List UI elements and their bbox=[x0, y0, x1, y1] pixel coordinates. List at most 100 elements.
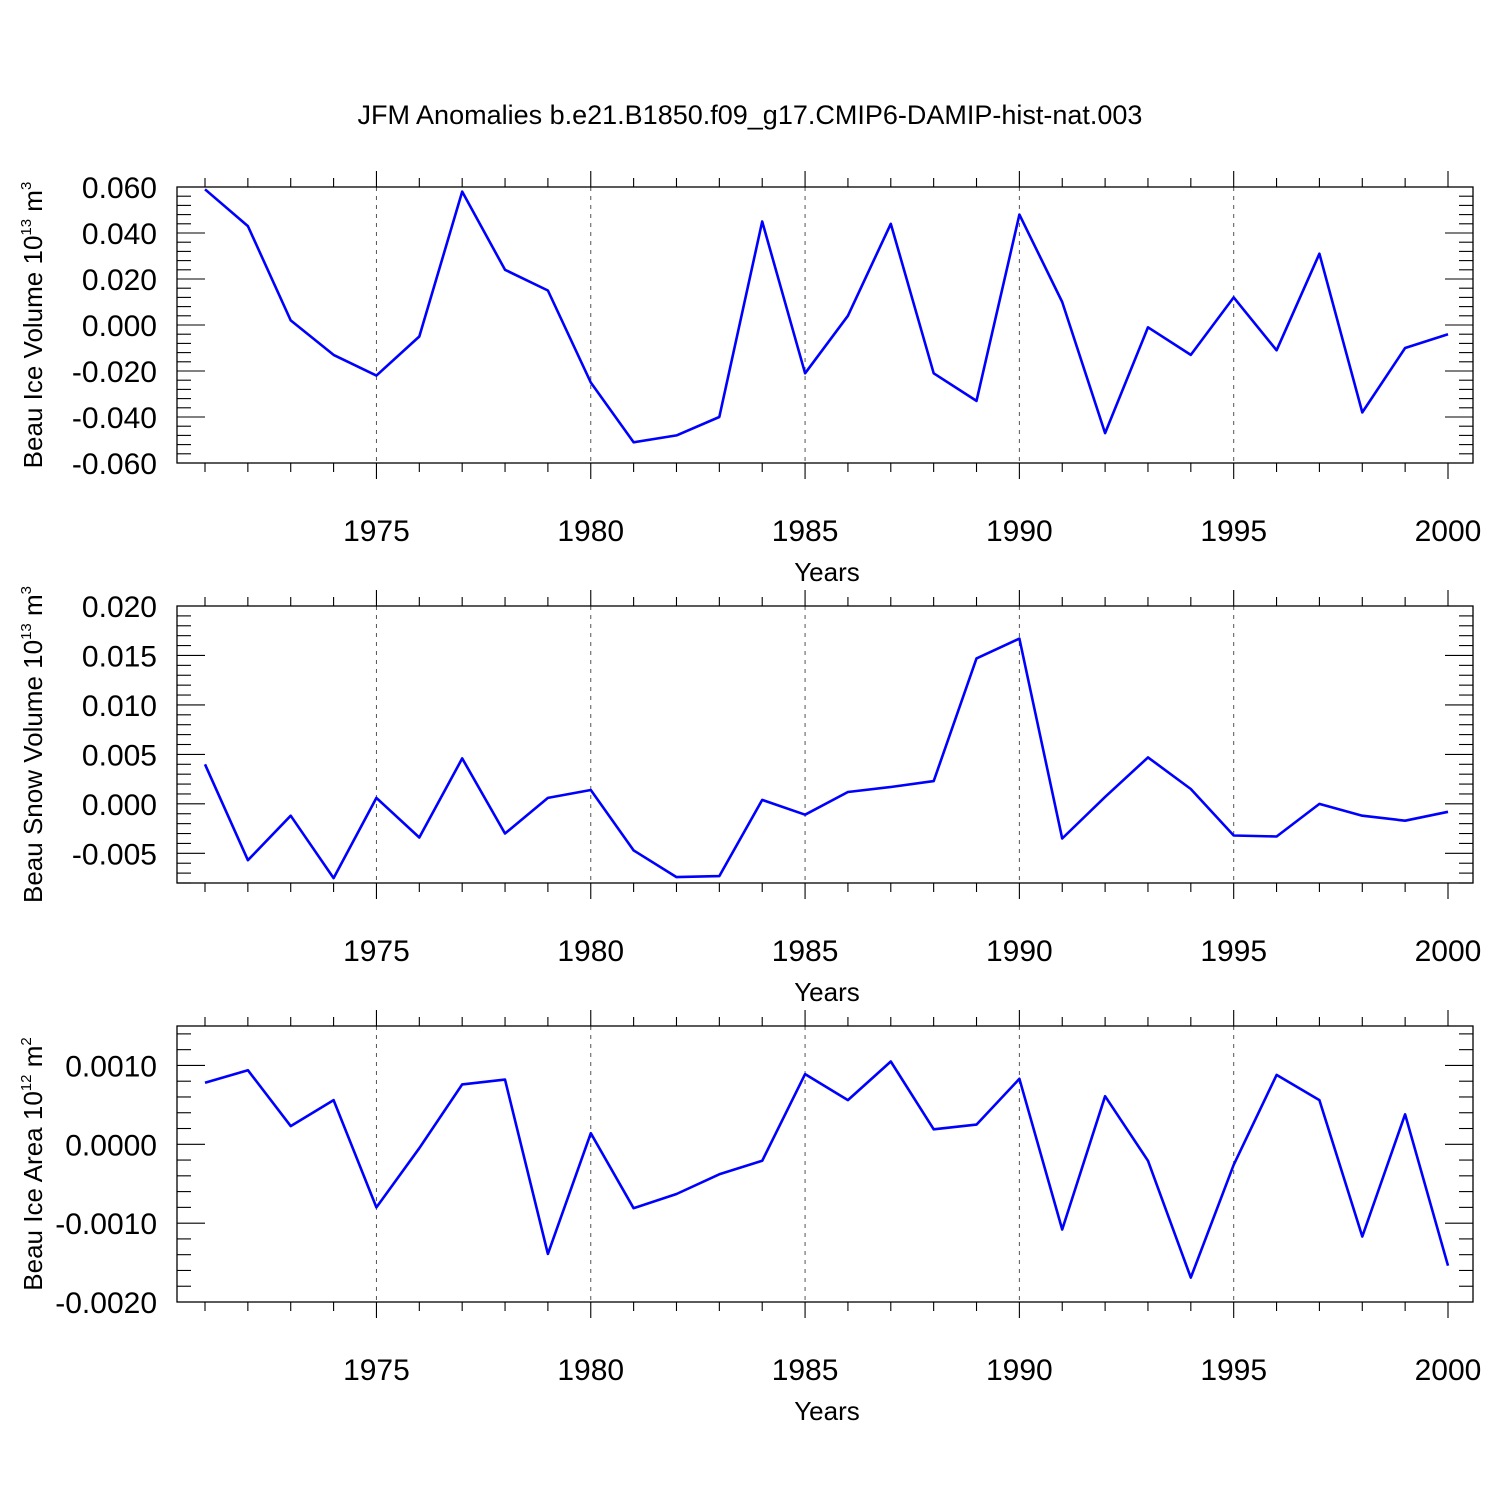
y-axis-label-main: Beau Snow Volume 10 bbox=[18, 640, 48, 903]
data-point-1995 bbox=[1232, 1163, 1236, 1167]
data-point-1990 bbox=[1017, 637, 1021, 641]
data-point-1988 bbox=[932, 371, 936, 375]
data-point-1994 bbox=[1189, 787, 1193, 791]
x-tick-label: 1985 bbox=[772, 1354, 839, 1387]
data-point-1987 bbox=[889, 785, 893, 789]
data-point-1972 bbox=[246, 1068, 250, 1072]
data-point-1981 bbox=[632, 848, 636, 852]
data-point-1973 bbox=[289, 814, 293, 818]
figure-title: JFM Anomalies b.e21.B1850.f09_g17.CMIP6-… bbox=[358, 100, 1143, 130]
data-point-1996 bbox=[1275, 348, 1279, 352]
x-tick-label: 1990 bbox=[986, 515, 1053, 548]
x-tick-label: 1995 bbox=[1200, 935, 1267, 968]
data-point-1977 bbox=[460, 190, 464, 194]
x-tick-label: 1985 bbox=[772, 935, 839, 968]
y-axis-label-exponent: 12 bbox=[18, 1075, 35, 1092]
y-axis-label-exponent: 13 bbox=[18, 623, 35, 640]
data-point-1971 bbox=[203, 187, 207, 191]
y-axis-label-unit: m bbox=[18, 190, 48, 219]
y-tick-label: 0.020 bbox=[82, 591, 157, 624]
data-point-1985 bbox=[803, 1072, 807, 1076]
data-point-1996 bbox=[1275, 1073, 1279, 1077]
data-point-1983 bbox=[717, 874, 721, 878]
data-point-1980 bbox=[589, 1131, 593, 1135]
data-point-1991 bbox=[1060, 1227, 1064, 1231]
data-point-1989 bbox=[975, 1123, 979, 1127]
data-point-1985 bbox=[803, 813, 807, 817]
data-point-1975 bbox=[374, 374, 378, 378]
data-point-1979 bbox=[546, 289, 550, 293]
data-point-1987 bbox=[889, 1059, 893, 1063]
y-axis-label-main: Beau Ice Volume 10 bbox=[18, 236, 48, 469]
data-point-1988 bbox=[932, 1127, 936, 1131]
data-point-1994 bbox=[1189, 1276, 1193, 1280]
data-point-1986 bbox=[846, 790, 850, 794]
data-point-1984 bbox=[760, 798, 764, 802]
data-point-1990 bbox=[1017, 213, 1021, 217]
y-tick-label: 0.000 bbox=[82, 789, 157, 822]
data-point-1994 bbox=[1189, 353, 1193, 357]
x-tick-label: 1975 bbox=[343, 515, 410, 548]
data-point-1992 bbox=[1103, 431, 1107, 435]
plot-frame bbox=[176, 1025, 1474, 1303]
data-point-1982 bbox=[674, 1192, 678, 1196]
y-tick-label: 0.040 bbox=[82, 218, 157, 251]
y-tick-label: 0.010 bbox=[82, 690, 157, 723]
data-point-1978 bbox=[503, 268, 507, 272]
plot-frame bbox=[176, 605, 1474, 884]
data-point-1980 bbox=[589, 788, 593, 792]
data-point-1975 bbox=[374, 1205, 378, 1209]
data-point-1975 bbox=[374, 796, 378, 800]
x-tick-label: 1975 bbox=[343, 1354, 410, 1387]
y-axis-label-unit-exponent: 3 bbox=[18, 586, 35, 594]
data-point-1986 bbox=[846, 314, 850, 318]
chart-panel-2: 1975 1980 1985 1990 1995 2000 Years -0.005 0.000… bbox=[18, 586, 1481, 1007]
data-point-1985 bbox=[803, 371, 807, 375]
data-point-1998 bbox=[1360, 1235, 1364, 1239]
data-point-1973 bbox=[289, 1124, 293, 1128]
plot-frame bbox=[176, 186, 1474, 464]
data-point-1979 bbox=[546, 1252, 550, 1256]
y-tick-label: 0.005 bbox=[82, 739, 157, 772]
data-point-1995 bbox=[1232, 834, 1236, 838]
data-point-1983 bbox=[717, 1172, 721, 1176]
x-axis-label: Years bbox=[794, 1396, 860, 1426]
data-point-1988 bbox=[932, 779, 936, 783]
data-point-1974 bbox=[332, 1098, 336, 1102]
x-tick-label: 1990 bbox=[986, 1354, 1053, 1387]
data-point-1977 bbox=[460, 1082, 464, 1086]
x-tick-label: 2000 bbox=[1415, 935, 1482, 968]
x-tick-label: 1990 bbox=[986, 935, 1053, 968]
data-point-1991 bbox=[1060, 300, 1064, 304]
y-tick-label: -0.060 bbox=[72, 448, 157, 481]
data-point-1993 bbox=[1146, 1159, 1150, 1163]
data-point-1972 bbox=[246, 858, 250, 862]
data-point-1980 bbox=[589, 381, 593, 385]
x-tick-label: 2000 bbox=[1415, 515, 1482, 548]
series-line bbox=[203, 637, 1449, 880]
data-point-1997 bbox=[1317, 252, 1321, 256]
data-point-2000 bbox=[1446, 332, 1450, 336]
y-tick-label: -0.040 bbox=[72, 402, 157, 435]
data-point-1998 bbox=[1360, 814, 1364, 818]
data-point-1993 bbox=[1146, 325, 1150, 329]
data-point-1992 bbox=[1103, 1094, 1107, 1098]
data-point-1976 bbox=[417, 835, 421, 839]
series-line bbox=[204, 188, 1449, 444]
chart-panel-3: 1975 1980 1985 1990 1995 2000 Years -0.0020 -0.0… bbox=[18, 1010, 1481, 1426]
y-tick-label: -0.005 bbox=[72, 838, 157, 871]
data-point-1983 bbox=[717, 415, 721, 419]
x-axis-label: Years bbox=[794, 557, 860, 587]
data-point-1974 bbox=[332, 353, 336, 357]
data-point-1981 bbox=[632, 1206, 636, 1210]
x-tick-label: 2000 bbox=[1415, 1354, 1482, 1387]
data-point-1999 bbox=[1403, 819, 1407, 823]
x-tick-label: 1975 bbox=[343, 935, 410, 968]
y-axis-label: Beau Ice Area 1012 m2 bbox=[18, 1037, 48, 1290]
x-tick-label: 1995 bbox=[1200, 1354, 1267, 1387]
y-tick-label: 0.0000 bbox=[65, 1129, 157, 1162]
data-point-1982 bbox=[674, 875, 678, 879]
data-point-1997 bbox=[1317, 1098, 1321, 1102]
y-axis-label: Beau Ice Volume 1013 m3 bbox=[18, 182, 48, 469]
